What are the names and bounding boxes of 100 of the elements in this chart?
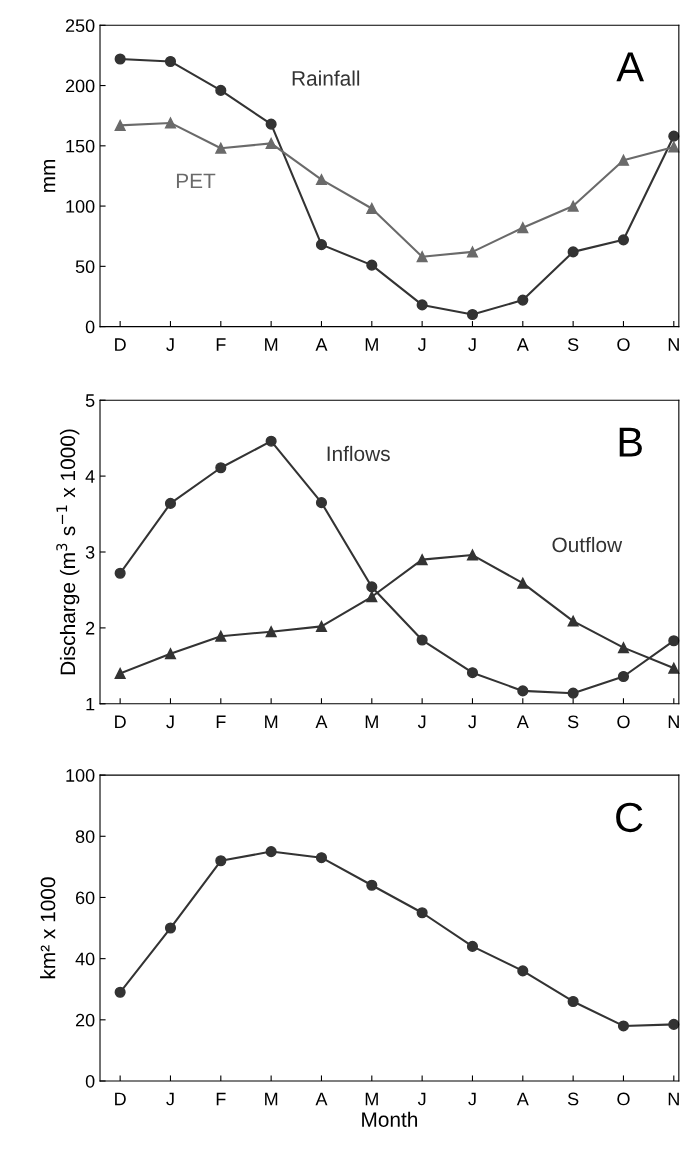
point <box>517 965 529 977</box>
y-tick-label: 5 <box>85 394 95 407</box>
chart-title: A <box>616 52 645 82</box>
point <box>315 239 328 251</box>
point <box>517 685 529 697</box>
y-tick-label: 60 <box>75 891 95 905</box>
x-tick-label: N <box>668 338 679 351</box>
point <box>114 667 126 679</box>
point <box>517 577 529 589</box>
x-tick-label: O <box>617 338 630 351</box>
point <box>114 53 126 65</box>
point <box>215 84 227 96</box>
point <box>567 995 579 1008</box>
y-tick-label: 2 <box>86 621 95 635</box>
y-tick-label: 250 <box>65 19 95 33</box>
point <box>315 174 328 186</box>
x-tick-label: S <box>567 715 579 729</box>
x-tick-label: J <box>417 1092 426 1106</box>
y-axis-title: km² x 1000 <box>40 877 56 979</box>
y-tick-label: 20 <box>75 1013 95 1027</box>
x-tick-label: J <box>417 338 426 351</box>
point <box>416 554 428 566</box>
x-tick-label: A <box>516 1092 529 1106</box>
point <box>315 852 328 864</box>
y-axis-title: mm <box>43 159 56 192</box>
y-tick-label: 0 <box>85 320 95 334</box>
x-tick-label: J <box>468 338 476 351</box>
point <box>617 1020 630 1032</box>
point <box>617 154 630 166</box>
series-label: Outflow <box>552 536 623 553</box>
x-tick-label: A <box>315 1092 328 1106</box>
x-tick-label: J <box>166 1092 174 1106</box>
point <box>164 497 177 509</box>
y-tick-label: 100 <box>66 769 95 782</box>
point <box>114 567 126 579</box>
x-tick-label: A <box>315 338 328 351</box>
point <box>567 615 579 627</box>
point <box>466 667 479 679</box>
point <box>416 907 428 919</box>
point <box>265 846 277 858</box>
point <box>617 642 630 654</box>
point <box>265 435 277 447</box>
point <box>366 202 378 215</box>
point <box>366 879 378 891</box>
x-tick-label: F <box>216 338 226 351</box>
x-tick-label: J <box>417 715 426 729</box>
x-tick-label: J <box>468 1092 476 1106</box>
x-tick-label: D <box>115 715 126 728</box>
point <box>416 634 428 646</box>
series-label: Inflows <box>327 445 390 462</box>
point <box>466 246 479 258</box>
x-tick-label: M <box>365 338 378 351</box>
x-tick-label: O <box>617 715 630 729</box>
x-tick-label: F <box>216 1092 226 1106</box>
y-tick-label: 150 <box>66 139 95 153</box>
text: C <box>616 802 643 833</box>
point <box>567 687 579 699</box>
point <box>668 141 680 153</box>
y-tick-label: 50 <box>75 260 95 274</box>
x-tick-label: F <box>216 715 226 728</box>
y-tick-label: 4 <box>85 470 95 483</box>
x-tick-label: O <box>617 1092 630 1106</box>
x-tick-label: J <box>468 715 476 729</box>
point <box>466 308 479 321</box>
point <box>567 200 579 212</box>
point <box>416 251 428 263</box>
x-tick-label: D <box>115 1092 126 1106</box>
y-tick-label: 1 <box>86 697 95 711</box>
point <box>466 549 479 561</box>
x-tick-label: M <box>265 1092 278 1106</box>
x-tick-label: J <box>166 715 174 729</box>
point <box>265 137 277 149</box>
x-tick-label: N <box>668 1092 679 1106</box>
x-axis-title: Month <box>362 1111 418 1128</box>
x-tick-label: N <box>668 715 679 728</box>
x-tick-label: A <box>315 715 328 728</box>
point <box>164 55 177 68</box>
point <box>215 462 227 474</box>
point <box>617 670 630 683</box>
point <box>164 648 177 660</box>
point <box>215 630 227 642</box>
point <box>366 591 378 603</box>
point <box>668 130 680 142</box>
point <box>416 299 428 311</box>
point <box>114 986 126 998</box>
y-tick-label: 40 <box>75 952 95 966</box>
point <box>315 497 328 509</box>
point <box>668 635 680 647</box>
x-tick-label: D <box>115 338 126 351</box>
point <box>617 234 630 246</box>
y-tick-label: 200 <box>65 79 95 93</box>
y-tick-label: 3 <box>85 545 95 559</box>
series-label: Rainfall <box>292 70 360 86</box>
y-tick-label: 100 <box>66 200 95 213</box>
point <box>668 1018 680 1030</box>
point <box>265 118 277 130</box>
point <box>265 626 277 638</box>
series-label: PET <box>176 173 216 188</box>
y-tick-label: 0 <box>85 1074 95 1088</box>
x-tick-label: A <box>516 715 529 728</box>
